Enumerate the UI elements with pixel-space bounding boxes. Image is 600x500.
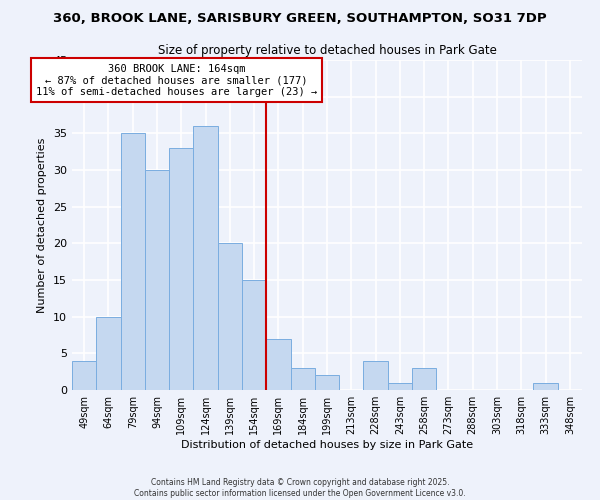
Bar [193,126,218,390]
Bar [388,382,412,390]
Title: Size of property relative to detached houses in Park Gate: Size of property relative to detached ho… [158,44,496,58]
Bar [72,360,96,390]
Bar [242,280,266,390]
Bar [169,148,193,390]
Bar [412,368,436,390]
Bar [266,338,290,390]
Bar [290,368,315,390]
Bar [218,244,242,390]
Y-axis label: Number of detached properties: Number of detached properties [37,138,47,312]
Bar [533,382,558,390]
X-axis label: Distribution of detached houses by size in Park Gate: Distribution of detached houses by size … [181,440,473,450]
Bar [96,316,121,390]
Text: 360, BROOK LANE, SARISBURY GREEN, SOUTHAMPTON, SO31 7DP: 360, BROOK LANE, SARISBURY GREEN, SOUTHA… [53,12,547,26]
Bar [315,376,339,390]
Text: 360 BROOK LANE: 164sqm
← 87% of detached houses are smaller (177)
11% of semi-de: 360 BROOK LANE: 164sqm ← 87% of detached… [36,64,317,97]
Bar [145,170,169,390]
Bar [121,134,145,390]
Text: Contains HM Land Registry data © Crown copyright and database right 2025.
Contai: Contains HM Land Registry data © Crown c… [134,478,466,498]
Bar [364,360,388,390]
